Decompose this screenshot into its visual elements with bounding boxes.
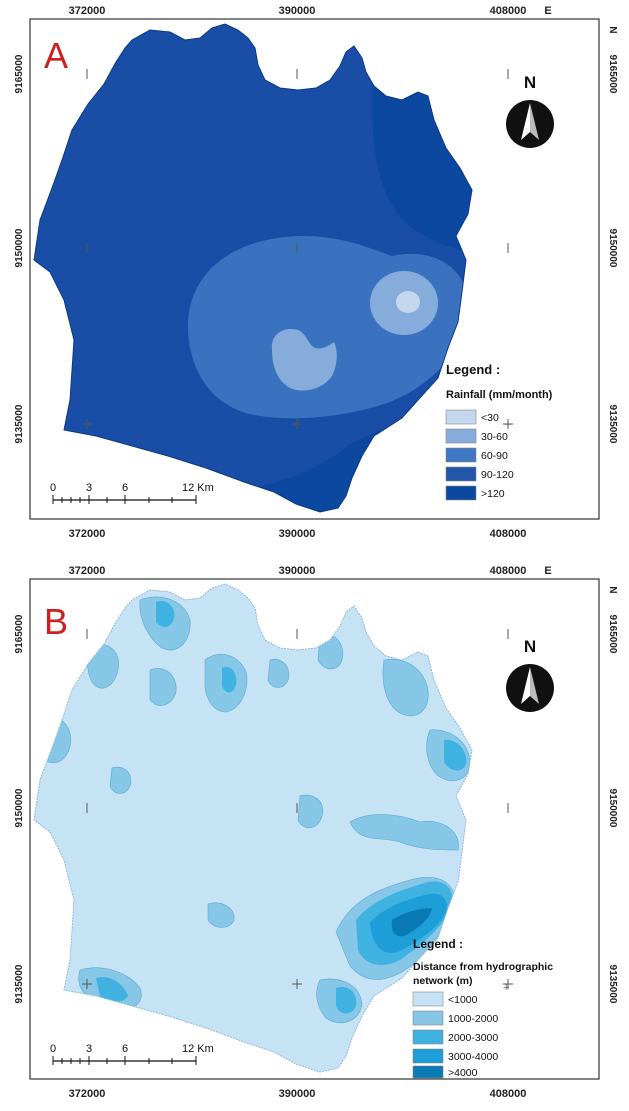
graticule-ticks — [82, 69, 513, 429]
legend-label-2: 1000-2000 — [448, 1013, 498, 1025]
legend-swatch-4 — [412, 1048, 444, 1064]
y-tick-right-2: 9150000 — [607, 229, 618, 268]
map-figure-b: 372000 390000 408000 E 372000 390000 408… — [14, 565, 618, 1100]
y-tick-left-3: 9135000 — [14, 404, 25, 443]
graticule-ticks — [82, 629, 513, 989]
y-tick-right-1: 9165000 — [607, 55, 618, 94]
legend: Legend : Rainfall (mm/month) <30 + 30-60… — [445, 362, 553, 501]
y-tick-left-1: 9165000 — [14, 614, 25, 653]
y-tick-left-1: 9165000 — [14, 54, 25, 93]
y-tick-right-1: 9165000 — [607, 615, 618, 654]
scale-bar: 0 3 6 12 Km — [50, 482, 214, 504]
x-unit-top: E — [544, 5, 551, 17]
x-tick-top-3: 408000 — [490, 565, 527, 577]
y-tick-right-3: 9135000 — [607, 965, 618, 1004]
panel-letter: A — [44, 35, 68, 76]
panel-letter: B — [44, 601, 68, 642]
x-unit-top: E — [544, 565, 551, 577]
scale-tick-6: 6 — [122, 482, 128, 494]
x-tick-bottom-3: 408000 — [490, 528, 527, 540]
scale-tick-3: 3 — [86, 1043, 92, 1055]
legend-swatch-1 — [412, 991, 444, 1007]
scale-tick-12: 12 Km — [182, 1043, 214, 1055]
y-tick-left-3: 9135000 — [14, 964, 25, 1003]
basin-outline — [33, 23, 473, 513]
legend-label-3: 60-90 — [481, 450, 508, 462]
legend-label-2: 30-60 — [481, 431, 508, 443]
zone-2000-3000 — [444, 739, 467, 771]
legend-title: Rainfall (mm/month) — [446, 389, 553, 401]
y-tick-left-2: 9150000 — [14, 788, 25, 827]
legend-label-1: <30 — [481, 412, 499, 424]
scale-bar: 0 3 6 12 Km — [50, 1043, 214, 1065]
zone-2000-3000 — [96, 977, 128, 1002]
legend-title-line-1: Distance from hydrographic — [413, 961, 553, 973]
legend-label-5: >120 — [481, 488, 505, 500]
legend: Legend : Distance from hydrographic netw… — [412, 937, 553, 1079]
x-tick-bottom-1: 372000 — [69, 1088, 106, 1100]
legend-swatch-5 — [412, 1065, 444, 1079]
x-tick-top-1: 372000 — [69, 565, 106, 577]
zone-lt30 — [396, 291, 420, 313]
legend-swatch-1 — [445, 409, 477, 425]
legend-crosshair: + — [503, 982, 509, 994]
y-unit-right: N — [607, 26, 618, 33]
legend-title-line-2: network (m) — [413, 975, 473, 987]
legend-crosshair: + — [505, 419, 511, 431]
legend-label-4: 90-120 — [481, 469, 514, 481]
north-label: N — [524, 637, 536, 656]
y-unit-right: N — [607, 586, 618, 593]
zone-30-60-central — [271, 328, 337, 391]
zone-1000-2000 — [109, 766, 132, 794]
legend-label-5: >4000 — [448, 1067, 478, 1079]
legend-label-3: 2000-3000 — [448, 1032, 498, 1044]
legend-swatch-5 — [445, 485, 477, 501]
basin-outline — [33, 583, 473, 1073]
map-panel-a: 372000 390000 408000 E 372000 390000 408… — [0, 0, 629, 546]
scale-tick-0: 0 — [50, 1043, 56, 1055]
map-panel-b: 372000 390000 408000 E 372000 390000 408… — [0, 560, 629, 1106]
legend-label-4: 3000-4000 — [448, 1051, 498, 1063]
zone-1000-2000 — [382, 658, 429, 716]
legend-swatch-3 — [445, 447, 477, 463]
legend-swatch-4 — [445, 466, 477, 482]
legend-label-1: <1000 — [448, 994, 478, 1006]
north-label: N — [524, 73, 536, 92]
y-tick-left-2: 9150000 — [14, 228, 25, 267]
x-tick-top-3: 408000 — [490, 5, 527, 17]
zone-2000-3000 — [156, 600, 175, 627]
legend-swatch-3 — [412, 1029, 444, 1045]
y-tick-right-2: 9150000 — [607, 789, 618, 828]
x-tick-bottom-1: 372000 — [69, 528, 106, 540]
legend-swatch-2 — [445, 428, 477, 444]
x-tick-bottom-2: 390000 — [279, 1088, 316, 1100]
north-arrow-icon: N — [506, 73, 554, 148]
legend-swatch-2 — [412, 1010, 444, 1026]
x-tick-bottom-3: 408000 — [490, 1088, 527, 1100]
zone-1000-2000 — [267, 658, 290, 688]
scale-tick-12: 12 Km — [182, 482, 214, 494]
zone-1000-2000 — [149, 668, 177, 706]
zone-1000-2000 — [207, 902, 235, 928]
scale-tick-3: 3 — [86, 482, 92, 494]
north-arrow-icon: N — [506, 637, 554, 712]
zone-gt4000 — [391, 908, 432, 937]
scale-tick-0: 0 — [50, 482, 56, 494]
x-tick-bottom-2: 390000 — [279, 528, 316, 540]
legend-heading: Legend : — [413, 937, 463, 951]
zone-1000-2000 — [349, 814, 459, 851]
legend-heading: Legend : — [446, 362, 500, 377]
zone-1000-2000 — [297, 794, 324, 829]
x-tick-top-2: 390000 — [279, 5, 316, 17]
map-figure-a: 372000 390000 408000 E 372000 390000 408… — [14, 5, 618, 540]
zone-2000-3000 — [336, 986, 357, 1014]
zone-2000-3000 — [222, 666, 237, 693]
x-tick-top-2: 390000 — [279, 565, 316, 577]
y-tick-right-3: 9135000 — [607, 405, 618, 444]
scale-tick-6: 6 — [122, 1043, 128, 1055]
x-tick-top-1: 372000 — [69, 5, 106, 17]
